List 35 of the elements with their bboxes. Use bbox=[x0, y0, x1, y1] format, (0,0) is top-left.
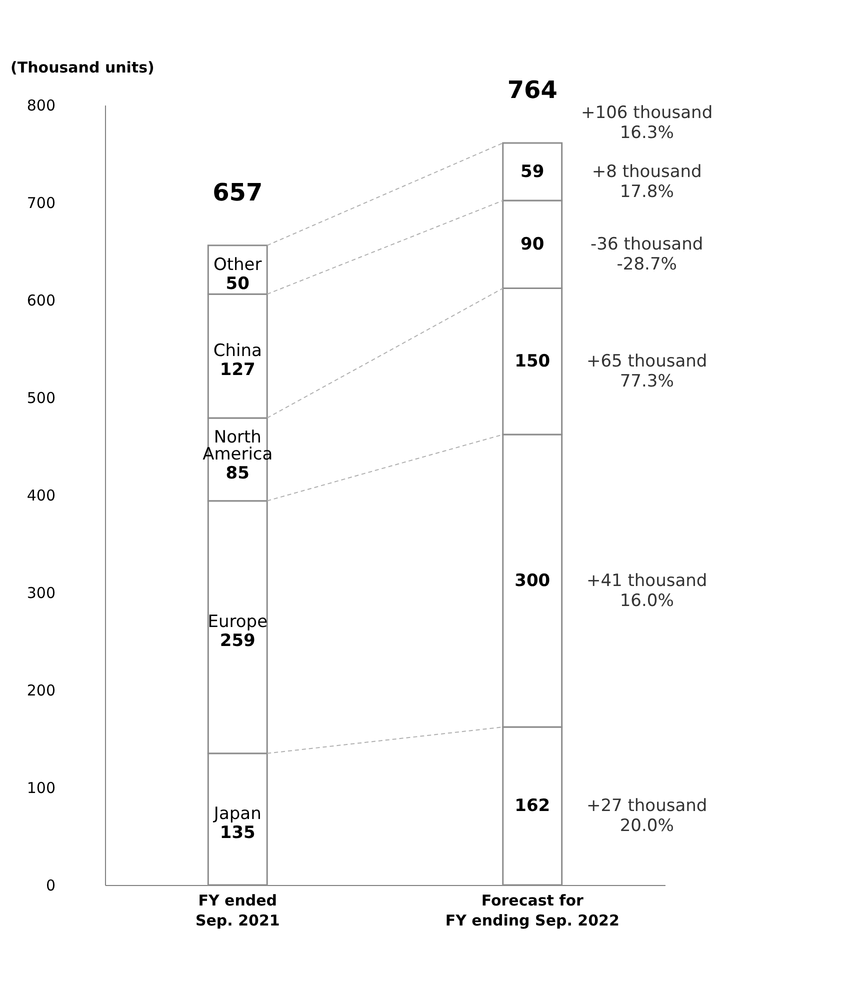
annotation: +106 thousand 16.3% bbox=[581, 103, 713, 144]
x-tick-label: Forecast for FY ending Sep. 2022 bbox=[445, 892, 620, 930]
series-label: Other bbox=[213, 254, 262, 275]
y-tick-label: 600 bbox=[26, 292, 56, 310]
annotation: +41 thousand 16.0% bbox=[586, 570, 708, 611]
series-label: Japan bbox=[212, 804, 262, 824]
y-tick-label: 800 bbox=[26, 96, 56, 114]
data-label: 259 bbox=[220, 631, 256, 652]
series-label: North America bbox=[202, 427, 273, 464]
annotation: -36 thousand -28.7% bbox=[590, 234, 704, 274]
data-label: 150 bbox=[514, 351, 550, 372]
series-label: China bbox=[213, 341, 262, 362]
x-tick-label: FY ended Sep. 2021 bbox=[195, 892, 280, 930]
y-axis-title: (Thousand units) bbox=[10, 58, 154, 76]
annotation: +65 thousand 77.3% bbox=[586, 351, 708, 392]
annotation: +8 thousand 17.8% bbox=[592, 162, 702, 202]
y-tick-label: 500 bbox=[26, 389, 56, 407]
y-tick-label: 400 bbox=[26, 486, 56, 504]
total-label: 657 bbox=[212, 178, 263, 206]
annotation: +27 thousand 20.0% bbox=[586, 796, 708, 836]
series-label: Europe bbox=[208, 612, 268, 632]
data-label: 135 bbox=[220, 823, 256, 844]
y-tick-label: 700 bbox=[26, 194, 56, 212]
data-label: 85 bbox=[226, 463, 250, 484]
data-label: 59 bbox=[520, 162, 544, 182]
y-tick-label: 0 bbox=[46, 876, 56, 894]
y-tick-label: 200 bbox=[26, 682, 56, 700]
total-label: 764 bbox=[507, 76, 558, 104]
data-label: 300 bbox=[514, 570, 550, 591]
data-label: 90 bbox=[520, 234, 544, 254]
data-label: 50 bbox=[226, 274, 250, 294]
data-label: 127 bbox=[220, 360, 256, 380]
y-tick-label: 100 bbox=[26, 779, 56, 797]
y-tick-label: 300 bbox=[26, 584, 56, 602]
data-label: 162 bbox=[514, 796, 550, 816]
